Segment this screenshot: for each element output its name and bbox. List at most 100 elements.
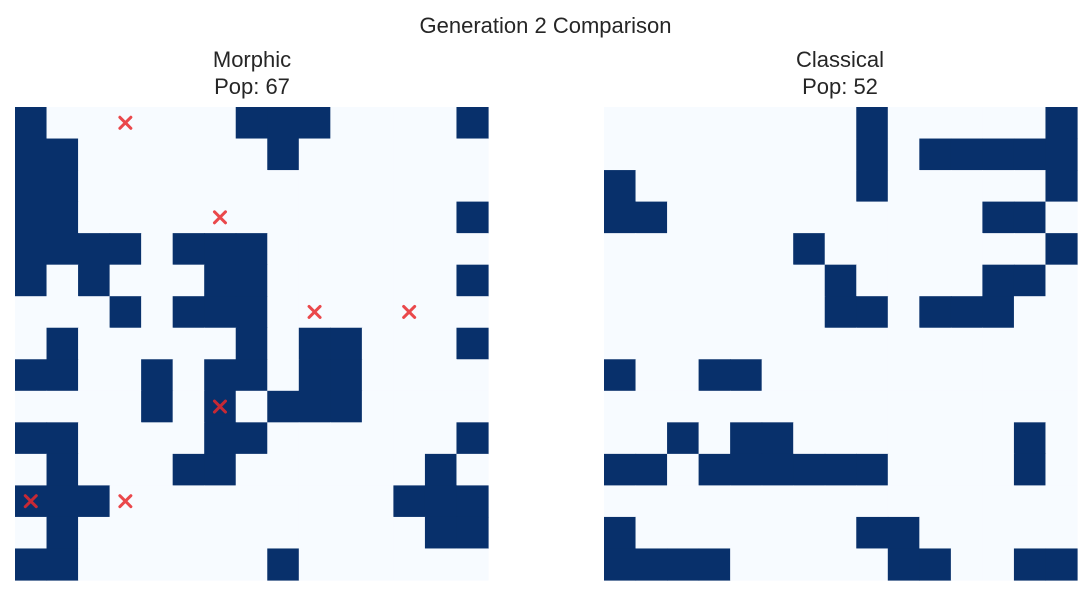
classical-cell-r13-c1-dead (635, 516, 668, 550)
classical-cell-r6-c13-dead (1013, 296, 1047, 329)
classical-cell-r9-c3-dead (698, 390, 731, 423)
morphic-cell-r3-c5-dead (172, 201, 205, 234)
classical-cell-r13-c6-dead (793, 516, 826, 550)
morphic-cell-r2-c12-dead (393, 170, 426, 203)
morphic-cell-r8-c10-alive (330, 359, 363, 392)
classical-cell-r6-c8-alive (856, 296, 889, 329)
morphic-x-marker-5 (23, 494, 38, 509)
classical-cell-r2-c12-dead (982, 170, 1015, 203)
morphic-cell-r8-c6-alive (204, 359, 237, 392)
classical-cell-r10-c9-dead (887, 422, 920, 455)
morphic-cell-r13-c13-alive (424, 516, 458, 550)
morphic-cell-r2-c14-dead (456, 170, 489, 203)
classical-cell-r1-c9-dead (887, 138, 920, 171)
morphic-cell-r5-c13-dead (424, 264, 458, 297)
classical-cell-r7-c14-dead (1045, 327, 1078, 360)
classical-cell-r9-c12-dead (982, 390, 1015, 423)
morphic-cell-r14-c2-dead (78, 548, 111, 581)
classical-cell-r1-c14-alive (1045, 138, 1078, 171)
classical-cell-r8-c10-dead (919, 359, 952, 392)
morphic-cell-r10-c3-dead (109, 422, 142, 455)
morphic-cell-r6-c0-dead (15, 296, 48, 329)
morphic-cell-r14-c0-alive (15, 548, 48, 581)
classical-cell-r8-c8-dead (856, 359, 889, 392)
classical-cell-r6-c1-dead (635, 296, 668, 329)
classical-cell-r2-c2-dead (667, 170, 700, 203)
morphic-cell-r12-c13-alive (424, 485, 458, 518)
morphic-cell-r14-c11-dead (361, 548, 394, 581)
morphic-cell-r8-c11-dead (361, 359, 394, 392)
morphic-cell-r0-c14-alive (456, 107, 489, 140)
morphic-cell-r0-c5-dead (172, 107, 205, 140)
classical-cell-r11-c0-alive (604, 453, 637, 486)
classical-cell-r14-c11-dead (950, 548, 983, 581)
morphic-cell-r7-c12-dead (393, 327, 426, 360)
classical-cell-r14-c9-alive (887, 548, 920, 581)
morphic-cell-r9-c0-dead (15, 390, 48, 423)
morphic-cell-r3-c4-dead (141, 201, 174, 234)
classical-cell-r3-c3-dead (698, 201, 731, 234)
classical-cell-r0-c7-dead (824, 107, 857, 140)
morphic-cell-r7-c4-dead (141, 327, 174, 360)
classical-cell-r9-c6-dead (793, 390, 826, 423)
morphic-cell-r6-c2-dead (78, 296, 111, 329)
morphic-cell-r10-c1-alive (46, 422, 79, 455)
morphic-x-marker-6 (118, 494, 133, 509)
classical-cell-r0-c13-dead (1013, 107, 1047, 140)
classical-cell-r8-c0-alive (604, 359, 637, 392)
classical-cell-r11-c12-dead (982, 453, 1015, 486)
classical-cell-r11-c11-dead (950, 453, 983, 486)
morphic-cell-r12-c5-dead (172, 485, 205, 518)
classical-cell-r4-c6-alive (793, 233, 826, 266)
morphic-cell-r1-c0-alive (15, 138, 48, 171)
morphic-cell-r9-c12-dead (393, 390, 426, 423)
morphic-cell-r9-c3-dead (109, 390, 142, 423)
classical-cell-r0-c5-dead (761, 107, 794, 140)
morphic-cell-r1-c13-dead (424, 138, 458, 171)
classical-cell-r9-c2-dead (667, 390, 700, 423)
classical-cell-r12-c0-dead (604, 485, 637, 518)
morphic-cell-r2-c4-dead (141, 170, 174, 203)
morphic-cell-r1-c2-dead (78, 138, 111, 171)
morphic-x-marker-4 (212, 399, 227, 414)
morphic-cell-r0-c7-alive (235, 107, 268, 140)
morphic-cell-r9-c13-dead (424, 390, 458, 423)
classical-cell-r3-c9-dead (887, 201, 920, 234)
figure-title: Generation 2 Comparison (420, 13, 672, 38)
classical-cell-r0-c6-dead (793, 107, 826, 140)
morphic-x-marker-2 (307, 304, 322, 319)
morphic-cell-r5-c11-dead (361, 264, 394, 297)
classical-cell-r7-c10-dead (919, 327, 952, 360)
morphic-cell-r5-c1-dead (46, 264, 79, 297)
morphic-cell-r13-c7-dead (235, 516, 268, 550)
classical-cell-r10-c13-alive (1013, 422, 1047, 455)
morphic-cell-r4-c8-dead (267, 233, 300, 266)
morphic-cell-r12-c1-alive (46, 485, 79, 518)
classical-cell-r14-c5-dead (761, 548, 794, 581)
classical-cell-r4-c5-dead (761, 233, 794, 266)
morphic-cell-r14-c6-dead (204, 548, 237, 581)
morphic-cell-r6-c10-dead (330, 296, 363, 329)
morphic-cell-r7-c3-dead (109, 327, 142, 360)
morphic-cell-r1-c5-dead (172, 138, 205, 171)
morphic-cell-r4-c6-alive (204, 233, 237, 266)
morphic-cell-r3-c13-dead (424, 201, 458, 234)
classical-cell-r14-c8-dead (856, 548, 889, 581)
classical-cell-r9-c0-dead (604, 390, 637, 423)
classical-cell-r5-c13-alive (1013, 264, 1047, 297)
classical-cell-r11-c8-alive (856, 453, 889, 486)
classical-cell-r12-c2-dead (667, 485, 700, 518)
classical-cell-r9-c10-dead (919, 390, 952, 423)
morphic-cell-r8-c8-dead (267, 359, 300, 392)
morphic-cell-r7-c10-alive (330, 327, 363, 360)
classical-cell-r13-c14-dead (1045, 516, 1078, 550)
morphic-cell-r8-c2-dead (78, 359, 111, 392)
classical-cell-r1-c11-alive (950, 138, 983, 171)
classical-cell-r6-c6-dead (793, 296, 826, 329)
classical-cell-r13-c5-dead (761, 516, 794, 550)
morphic-cell-r10-c13-dead (424, 422, 458, 455)
morphic-cell-r11-c13-alive (424, 453, 458, 486)
morphic-cell-r5-c0-alive (15, 264, 48, 297)
classical-cell-r10-c14-dead (1045, 422, 1078, 455)
morphic-cell-r13-c3-dead (109, 516, 142, 550)
